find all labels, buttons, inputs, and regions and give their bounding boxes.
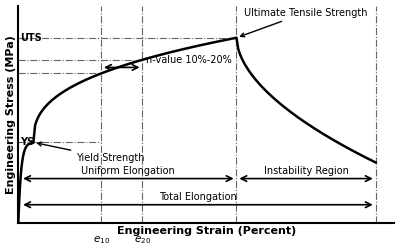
Text: $e_{20}$: $e_{20}$: [134, 234, 151, 246]
Text: n-value 10%-20%: n-value 10%-20%: [146, 56, 232, 66]
Text: Uniform Elongation: Uniform Elongation: [82, 166, 175, 175]
Text: Instability Region: Instability Region: [264, 166, 348, 175]
Text: Total Elongation: Total Elongation: [159, 192, 237, 202]
Y-axis label: Engineering Stress (MPa): Engineering Stress (MPa): [6, 35, 16, 194]
Text: UTS: UTS: [20, 33, 42, 43]
Text: YS: YS: [20, 137, 34, 147]
Text: $e_{10}$: $e_{10}$: [92, 234, 110, 246]
Text: Yield Strength: Yield Strength: [38, 142, 145, 164]
X-axis label: Engineering Strain (Percent): Engineering Strain (Percent): [117, 226, 296, 235]
Text: Ultimate Tensile Strength: Ultimate Tensile Strength: [240, 8, 368, 37]
